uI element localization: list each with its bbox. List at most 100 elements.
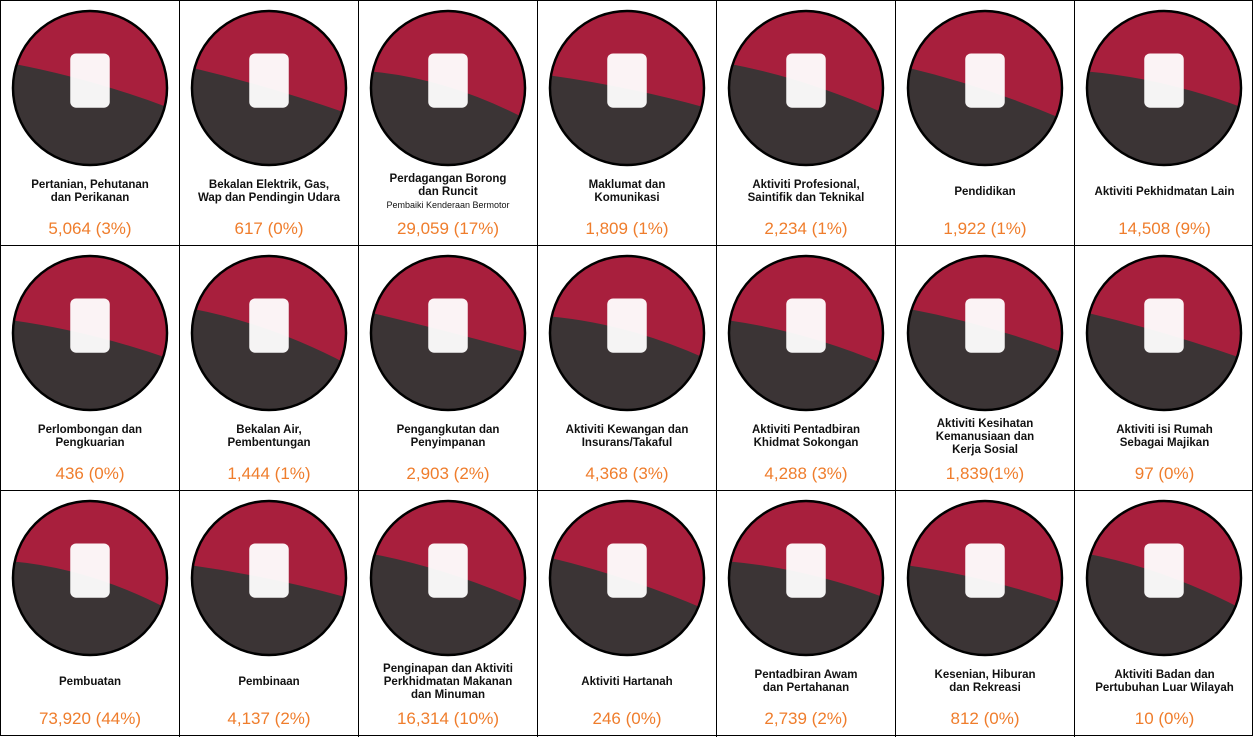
sector-cell: Pertanian, Pehutanan dan Perikanan 5,064 (… xyxy=(1,1,180,246)
sector-label: Penginapan dan Aktiviti Perkhidmatan Maka… xyxy=(359,657,537,707)
sector-label: Aktiviti Profesional, Saintifik dan Tekni… xyxy=(717,167,895,217)
sector-label: Aktiviti Hartanah xyxy=(538,657,716,707)
label-line: Pendidikan xyxy=(954,185,1016,198)
sector-cell: Aktiviti Kewangan dan Insurans/Takaful 4,3… xyxy=(538,246,717,491)
label-line: Pembinaan xyxy=(238,675,300,688)
sector-value: 617 (0%) xyxy=(234,219,304,238)
sector-cell: Pengangkutan dan Penyimpanan 2,903 (2%) xyxy=(359,246,538,491)
sector-cell: Pembuatan 73,920 (44%) xyxy=(1,491,180,737)
label-line: Perlombongan dan xyxy=(37,424,143,436)
sector-label: Pengangkutan dan Penyimpanan xyxy=(359,412,537,462)
sector-cell: Aktiviti Kesihatan Kemanusiaan dan Kerja S… xyxy=(896,246,1075,491)
sector-icon xyxy=(190,499,348,657)
sector-cell: Perdagangan Borong dan Runcit Pembaiki Ken… xyxy=(359,1,538,246)
sector-label: Perdagangan Borong dan Runcit Pembaiki Ken… xyxy=(359,167,537,217)
sector-cell: Aktiviti Profesional, Saintifik dan Tekni… xyxy=(717,1,896,246)
sector-cell: Pendidikan 1,922 (1%) xyxy=(896,1,1075,246)
label-line: Bekalan Elektrik, Gas, xyxy=(208,179,330,191)
label-line: Kesenian, Hiburan xyxy=(934,669,1036,681)
label-line: Aktiviti Hartanah xyxy=(581,675,673,688)
sector-cell: Maklumat dan Komunikasi 1,809 (1%) xyxy=(538,1,717,246)
sector-value: 1,444 (1%) xyxy=(227,464,311,483)
sector-label: Aktiviti Kesihatan Kemanusiaan dan Kerja S… xyxy=(896,412,1074,462)
label-line: dan Pertahanan xyxy=(762,682,850,694)
sector-value: 4,288 (3%) xyxy=(764,464,848,483)
label-line: Pembuatan xyxy=(59,675,121,688)
label-line: Perdagangan Borong xyxy=(389,173,507,185)
sector-value: 2,739 (2%) xyxy=(764,709,848,728)
sector-cell: Aktiviti isi Rumah Sebagai Majikan 97 (0%) xyxy=(1075,246,1253,491)
label-line: Bekalan Air, xyxy=(236,424,302,436)
sector-icon xyxy=(906,254,1064,412)
sector-label: Bekalan Elektrik, Gas, Wap dan Pendingin … xyxy=(180,167,358,217)
sector-cell: Aktiviti Pekhidmatan Lain 14,508 (9%) xyxy=(1075,1,1253,246)
sector-icon xyxy=(369,254,527,412)
label-line: Aktiviti Badan dan xyxy=(1114,669,1215,681)
label-line: dan Runcit xyxy=(418,186,478,198)
sector-label: Maklumat dan Komunikasi xyxy=(538,167,716,217)
sector-value: 4,368 (3%) xyxy=(585,464,669,483)
sector-icon xyxy=(1085,254,1243,412)
sector-icon xyxy=(548,254,706,412)
sector-icon xyxy=(548,9,706,167)
sector-value: 1,922 (1%) xyxy=(943,219,1027,238)
sector-cell: Pembinaan 4,137 (2%) xyxy=(180,491,359,737)
label-line: Pengangkutan dan xyxy=(396,424,500,436)
label-line: Aktiviti Kesihatan xyxy=(936,417,1034,430)
label-line: Wap dan Pendingin Udara xyxy=(197,192,341,204)
label-line: Kemanusiaan dan xyxy=(935,430,1035,443)
sector-label: Bekalan Air, Pembentungan xyxy=(180,412,358,462)
label-line: Perkhidmatan Makanan xyxy=(383,675,513,688)
sector-cell: Penginapan dan Aktiviti Perkhidmatan Maka… xyxy=(359,491,538,737)
sector-label: Pendidikan xyxy=(896,167,1074,217)
sector-value: 5,064 (3%) xyxy=(48,219,132,238)
sector-icon xyxy=(906,499,1064,657)
sector-cell: Aktiviti Hartanah 246 (0%) xyxy=(538,491,717,737)
label-line: Insurans/Takaful xyxy=(581,437,673,449)
label-line: Komunikasi xyxy=(594,192,660,204)
sector-icon xyxy=(727,9,885,167)
sector-value: 1,839(1%) xyxy=(945,464,1025,483)
sector-label: Kesenian, Hiburan dan Rekreasi xyxy=(896,657,1074,707)
label-line: dan Perikanan xyxy=(50,192,130,204)
label-line: Aktiviti Pekhidmatan Lain xyxy=(1094,185,1235,198)
sector-value: 14,508 (9%) xyxy=(1118,219,1211,238)
sector-value: 2,903 (2%) xyxy=(406,464,490,483)
label-line: dan Rekreasi xyxy=(949,682,1021,694)
sector-label: Pembinaan xyxy=(180,657,358,707)
sector-label: Aktiviti Pentadbiran Khidmat Sokongan xyxy=(717,412,895,462)
label-line: Aktiviti isi Rumah xyxy=(1116,424,1213,436)
sector-icon xyxy=(1085,499,1243,657)
sector-icon xyxy=(727,254,885,412)
sector-value: 1,809 (1%) xyxy=(585,219,669,238)
sector-value: 10 (0%) xyxy=(1134,709,1195,728)
sector-label: Aktiviti isi Rumah Sebagai Majikan xyxy=(1075,412,1253,462)
label-line: Saintifik dan Teknikal xyxy=(747,192,865,204)
sector-icon xyxy=(190,254,348,412)
label-line: Kerja Sosial xyxy=(952,443,1018,456)
sector-label: Aktiviti Kewangan dan Insurans/Takaful xyxy=(538,412,716,462)
label-line: Pertubuhan Luar Wilayah xyxy=(1095,682,1234,694)
sector-sublabel: Pembaiki Kenderaan Bermotor xyxy=(386,200,510,210)
sector-value: 436 (0%) xyxy=(55,464,125,483)
sector-label: Pembuatan xyxy=(1,657,179,707)
sector-value: 2,234 (1%) xyxy=(764,219,848,238)
sector-cell: Aktiviti Pentadbiran Khidmat Sokongan 4,28… xyxy=(717,246,896,491)
sector-icon xyxy=(11,9,169,167)
sector-icon xyxy=(369,499,527,657)
sector-icon xyxy=(369,9,527,167)
sector-value: 29,059 (17%) xyxy=(396,219,500,238)
sector-icon xyxy=(1085,9,1243,167)
sector-icon xyxy=(727,499,885,657)
sector-value: 246 (0%) xyxy=(592,709,662,728)
sector-cell: Bekalan Elektrik, Gas, Wap dan Pendingin … xyxy=(180,1,359,246)
sector-icon xyxy=(548,499,706,657)
sector-value: 4,137 (2%) xyxy=(227,709,311,728)
label-line: Pertanian, Pehutanan xyxy=(31,179,149,191)
label-line: Sebagai Majikan xyxy=(1119,437,1210,449)
sector-icon xyxy=(906,9,1064,167)
sector-label: Pertanian, Pehutanan dan Perikanan xyxy=(1,167,179,217)
sector-label: Aktiviti Badan dan Pertubuhan Luar Wilaya… xyxy=(1075,657,1253,707)
sector-cell: Perlombongan dan Pengkuarian 436 (0%) xyxy=(1,246,180,491)
